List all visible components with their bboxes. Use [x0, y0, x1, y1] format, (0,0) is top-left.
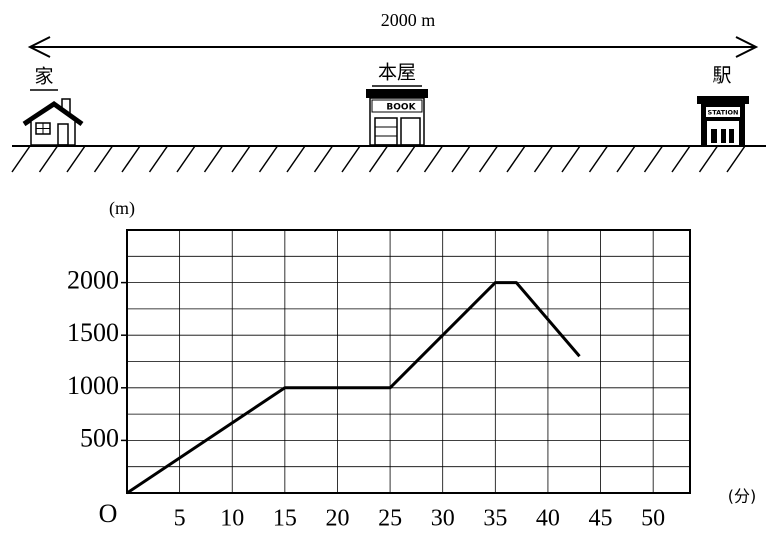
x-tick-label: 25: [378, 506, 402, 532]
hatch-line: [397, 146, 415, 172]
x-tick-label: 45: [589, 506, 613, 532]
x-tick-label: 30: [431, 506, 455, 532]
hatch-line: [232, 146, 250, 172]
route-diagram: 2000 m 家 本屋 BOOK: [12, 10, 766, 172]
hatch-line: [700, 146, 718, 172]
x-tick-label: 50: [641, 506, 665, 532]
page: 2000 m 家 本屋 BOOK: [0, 0, 778, 535]
hatch-line: [452, 146, 470, 172]
hatch-line: [727, 146, 745, 172]
hatch-line: [645, 146, 663, 172]
hatch-line: [122, 146, 140, 172]
x-tick-label: 20: [325, 506, 349, 532]
hatch-line: [287, 146, 305, 172]
hatch-line: [370, 146, 388, 172]
hatch-line: [67, 146, 85, 172]
house-icon: 家: [24, 66, 82, 146]
hatch-line: [177, 146, 195, 172]
book-sign: BOOK: [386, 103, 416, 113]
hatch-line: [40, 146, 58, 172]
ground-hatch: [12, 146, 745, 172]
origin-label: O: [99, 499, 118, 528]
y-tick-label: 2000: [67, 266, 119, 295]
hatch-line: [672, 146, 690, 172]
y-tick-label: 500: [80, 423, 119, 452]
hatch-line: [535, 146, 553, 172]
hatch-line: [342, 146, 360, 172]
y-axis-label: (m): [109, 198, 135, 219]
station-sign: STATION: [708, 109, 739, 117]
station-icon: 駅 STATION: [697, 65, 749, 146]
y-tick-label: 1500: [67, 318, 119, 347]
hatch-line: [507, 146, 525, 172]
distance-label: 2000 m: [381, 10, 436, 30]
hatch-line: [205, 146, 223, 172]
hatch-line: [315, 146, 333, 172]
hatch-line: [617, 146, 635, 172]
x-tick-label: 5: [174, 506, 186, 532]
hatch-line: [562, 146, 580, 172]
x-tick-label: 40: [536, 506, 560, 532]
hatch-line: [260, 146, 278, 172]
bookstore-icon: 本屋 BOOK: [366, 62, 428, 146]
hatch-line: [150, 146, 168, 172]
hatch-line: [480, 146, 498, 172]
x-axis-label: (分): [728, 487, 757, 506]
x-tick-label: 15: [273, 506, 297, 532]
chart: (m) (分) O 5 10 15 20 25 30 35 40 45 50 500 1000 1500…: [67, 198, 756, 531]
x-tick-label: 35: [483, 506, 507, 532]
hatch-line: [425, 146, 443, 172]
place-label: 本屋: [378, 62, 416, 84]
x-tick-label: 10: [220, 506, 244, 532]
hatch-line: [12, 146, 30, 172]
place-label: 駅: [712, 65, 731, 87]
hatch-line: [590, 146, 608, 172]
y-tick-label: 1000: [67, 371, 119, 400]
place-label: 家: [34, 66, 53, 88]
hatch-line: [95, 146, 113, 172]
